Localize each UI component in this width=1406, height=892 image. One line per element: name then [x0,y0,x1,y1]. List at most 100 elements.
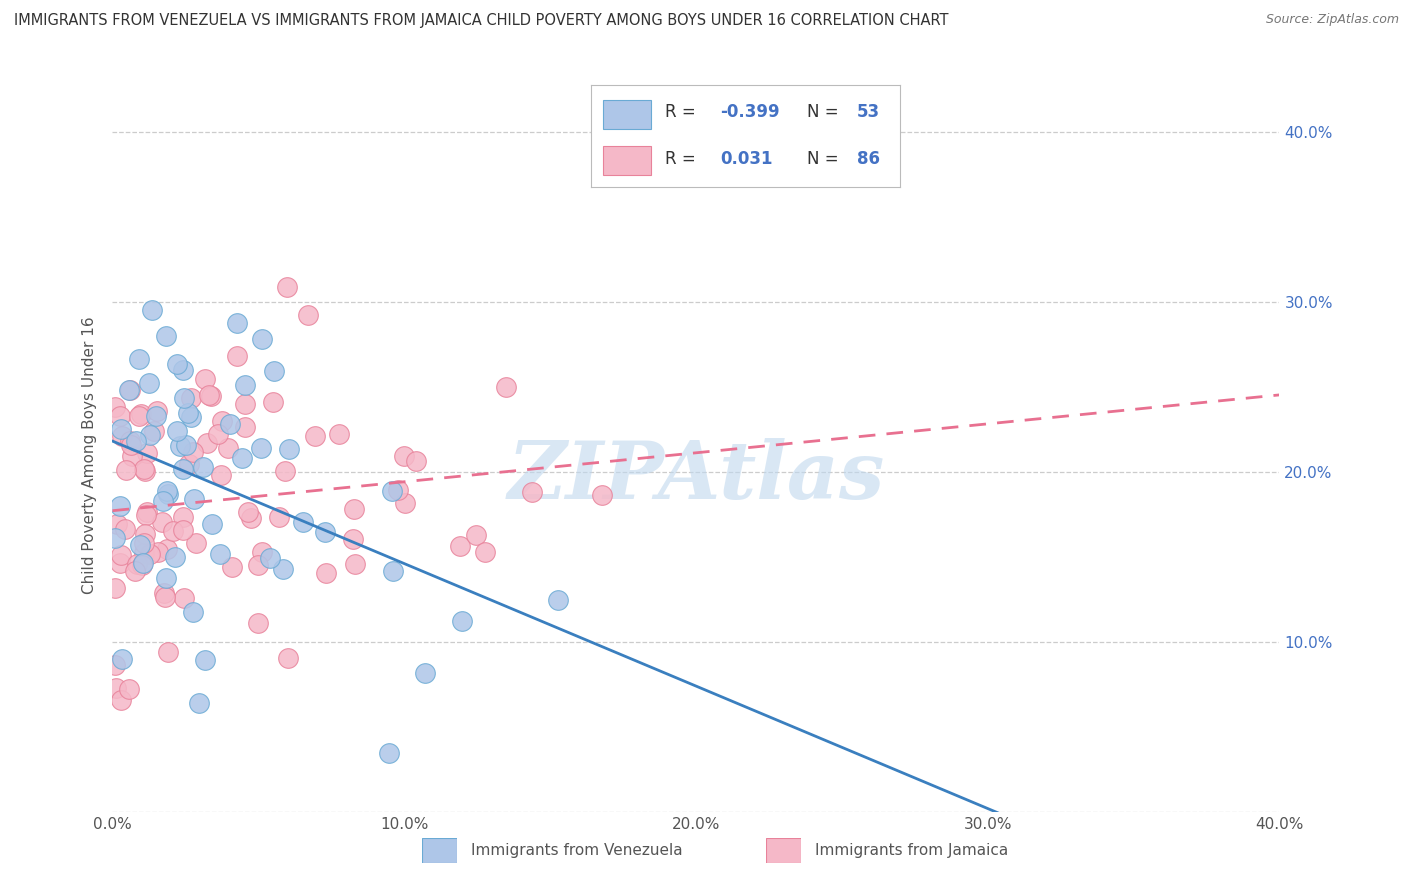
Point [157,486,180,500]
Point [132,556,155,570]
Point [138,376,160,390]
Point [184,535,207,549]
Point [451,614,474,628]
Point [131,558,153,572]
Text: R =: R = [665,103,700,121]
Point [163,549,186,564]
Point [129,538,152,552]
Point [217,441,239,455]
Point [128,351,150,366]
Point [152,494,174,508]
Point [177,457,200,471]
Point [297,308,319,322]
Point [246,616,269,631]
Point [547,593,569,607]
Point [449,539,471,553]
Point [172,462,194,476]
Point [183,492,205,507]
Point [157,645,180,659]
Point [135,446,157,460]
Point [172,363,194,377]
Y-axis label: Child Poverty Among Boys Under 16: Child Poverty Among Boys Under 16 [82,316,97,594]
Point [139,547,162,561]
Text: Immigrants from Jamaica: Immigrants from Jamaica [815,843,1008,857]
Point [263,363,285,377]
Point [405,454,427,468]
Bar [603,146,651,175]
Point [169,439,191,453]
Point [235,420,257,434]
Text: IMMIGRANTS FROM VENEZUELA VS IMMIGRANTS FROM JAMAICA CHILD POVERTY AMONG BOYS UN: IMMIGRANTS FROM VENEZUELA VS IMMIGRANTS … [14,13,949,29]
Point [111,652,134,666]
Text: Source: ZipAtlas.com: Source: ZipAtlas.com [1265,13,1399,27]
Point [246,558,269,572]
Point [141,302,163,317]
Point [129,408,152,422]
Point [177,407,200,421]
Text: N =: N = [807,103,844,121]
Point [413,665,436,680]
Point [134,546,156,560]
Point [121,449,143,463]
Point [495,380,517,394]
Point [114,522,136,536]
Point [110,409,132,423]
Bar [603,100,651,128]
Point [136,505,159,519]
Point [148,545,170,559]
Point [276,280,298,294]
Point [226,316,249,330]
Point [104,581,127,595]
Point [110,422,132,436]
Point [221,560,243,574]
Point [155,328,177,343]
Point [110,693,132,707]
Point [128,409,150,423]
Point [120,438,142,452]
Point [110,499,132,513]
Point [315,566,337,580]
Point [124,564,146,578]
Point [328,426,350,441]
Point [155,591,177,605]
Text: 53: 53 [856,103,880,121]
Point [394,496,416,510]
Point [271,561,294,575]
Point [166,424,188,438]
Point [166,357,188,371]
Point [240,511,263,525]
Point [194,653,217,667]
Point [209,468,232,483]
Point [233,378,256,392]
Point [259,550,281,565]
Point [252,332,274,346]
Point [198,388,221,402]
Point [117,681,139,696]
Point [314,524,336,539]
Point [156,484,179,499]
Point [231,451,253,466]
Point [162,524,184,538]
Point [110,548,132,562]
Point [464,527,486,541]
Point [172,523,194,537]
Point [277,651,299,665]
Point [156,542,179,557]
Point [172,509,194,524]
Point [343,501,366,516]
Point [211,414,233,428]
Point [180,391,202,405]
Point [235,396,257,410]
Point [291,515,314,529]
Point [278,442,301,456]
Point [474,545,496,559]
Text: -0.399: -0.399 [720,103,780,121]
Point [188,696,211,710]
Point [135,508,157,522]
Point [201,516,224,531]
Point [108,556,131,570]
Point [219,417,242,432]
Point [127,557,149,571]
Point [208,547,231,561]
Text: ZIPAtlas: ZIPAtlas [508,438,884,515]
